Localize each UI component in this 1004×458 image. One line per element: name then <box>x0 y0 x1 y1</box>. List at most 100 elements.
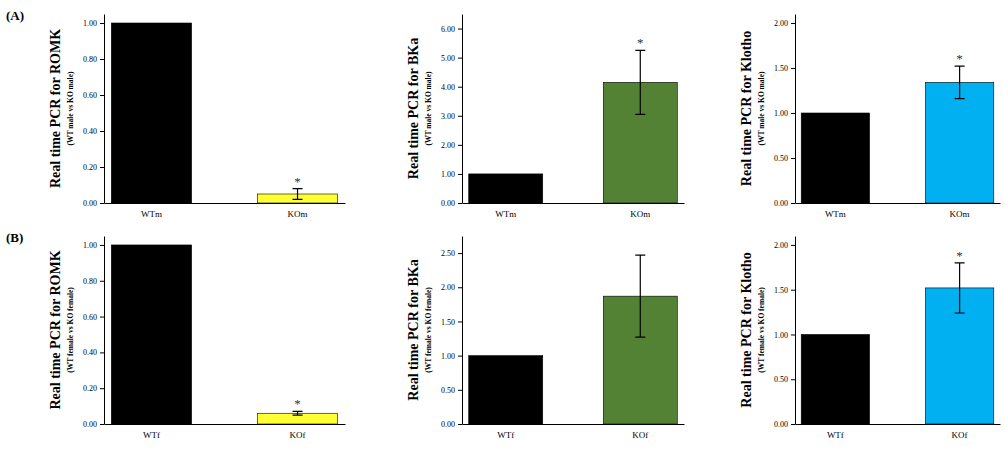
tick-label: KOf <box>952 430 968 440</box>
tick: 1.00 <box>83 19 104 28</box>
y-axis-note: (WT female vs KO female) <box>757 287 766 373</box>
tick-label: 5.00 <box>441 54 455 63</box>
tick: 0.20 <box>83 163 104 172</box>
tick-label: KOf <box>290 430 306 440</box>
y-axis-note: (WT male vs KO male) <box>66 71 75 146</box>
tick-label: 1.00 <box>774 331 788 340</box>
tick: 0.80 <box>83 55 104 64</box>
y-axis: 0.000.200.400.600.801.00 <box>83 15 105 209</box>
tick: 0.00 <box>83 420 104 429</box>
x-axis: WTf KOf <box>463 424 685 440</box>
annotation: * <box>637 35 644 50</box>
tick-label: KOm <box>288 209 308 219</box>
tick-mark <box>100 131 104 132</box>
tick-mark <box>458 174 462 175</box>
tick-label: KOm <box>630 209 650 219</box>
tick-mark <box>458 116 462 117</box>
chart: 0.000.501.001.502.002.50WTfKOfReal time … <box>406 237 685 440</box>
tick-label: 0.20 <box>83 163 97 172</box>
tick: WTf <box>827 424 844 440</box>
tick-label: 0.00 <box>774 420 788 429</box>
tick: WTm <box>495 203 516 219</box>
tick-label: 2.00 <box>441 141 455 150</box>
tick-label: 1.00 <box>774 109 788 118</box>
tick: 1.00 <box>774 109 795 118</box>
bar <box>925 82 993 203</box>
y-axis-title: Real time PCR for BKa <box>406 259 421 400</box>
tick: 2.00 <box>441 283 462 292</box>
tick-label: 0.80 <box>83 55 97 64</box>
axis-line <box>104 237 105 425</box>
tick: KOm <box>630 203 650 219</box>
tick-label: 0.50 <box>774 154 788 163</box>
tick-mark <box>458 356 462 357</box>
tick-mark <box>100 388 104 389</box>
tick-mark <box>791 290 795 291</box>
tick-mark <box>100 23 104 24</box>
tick-label: WTm <box>141 209 162 219</box>
y-axis-note: (WT female vs KO female) <box>424 287 433 373</box>
plot-area <box>469 255 678 424</box>
tick-label: KOf <box>632 430 648 440</box>
plot-area <box>801 66 994 203</box>
tick-label: 2.00 <box>774 241 788 250</box>
tick: 0.00 <box>774 199 795 208</box>
axis-line <box>796 424 1001 425</box>
panel-label: (A) <box>6 8 24 23</box>
bar <box>469 174 543 203</box>
bar <box>111 23 191 203</box>
chart: 0.000.501.001.502.00WTfKOfReal time PCR … <box>739 237 1001 440</box>
chart: 0.000.501.001.502.00WTmKOmReal time PCR … <box>739 15 1001 219</box>
tick: 2.00 <box>774 241 795 250</box>
error-bar <box>955 263 965 313</box>
tick-mark <box>100 95 104 96</box>
axis-line <box>105 203 346 204</box>
x-axis: WTm KOm <box>463 203 685 219</box>
annotation: * <box>956 51 963 66</box>
tick: 2.00 <box>774 19 795 28</box>
tick-label: 0.40 <box>83 348 97 357</box>
y-axis-note: (WT female vs KO female) <box>66 287 75 373</box>
tick-mark <box>458 29 462 30</box>
figure: (A) (B) 0.00 0.20 0.40 0.60 0.80 1.00 WTm KOm Real… <box>0 0 1004 458</box>
tick-mark <box>100 352 104 353</box>
tick-label: 3.00 <box>441 112 455 121</box>
tick-label: 1.50 <box>774 64 788 73</box>
tick: 1.00 <box>441 352 462 361</box>
tick-mark <box>791 379 795 380</box>
tick-mark <box>791 23 795 24</box>
tick: WTf <box>143 424 160 440</box>
tick-label: 1.00 <box>83 19 97 28</box>
y-axis: 0.000.501.001.502.002.50 <box>441 237 463 430</box>
y-axis: 0.00 0.50 1.00 1.50 2.00 <box>774 237 796 430</box>
plot-area <box>111 245 337 424</box>
tick-label: 0.60 <box>83 91 97 100</box>
panel-label: (B) <box>6 230 23 245</box>
tick: 1.50 <box>441 318 462 327</box>
x-axis: WTf KOf <box>796 424 1001 440</box>
tick-mark <box>791 334 795 335</box>
y-axis-title: Real time PCR for Klotho <box>739 31 754 186</box>
tick-mark <box>458 287 462 288</box>
tick: KOm <box>288 203 308 219</box>
tick-label: 0.00 <box>83 199 97 208</box>
tick: 2.50 <box>441 249 462 258</box>
tick: 6.00 <box>441 25 462 34</box>
tick-label: WTm <box>825 209 846 219</box>
axis-line <box>463 203 685 204</box>
tick: 0.50 <box>774 154 795 163</box>
chart: 0.001.002.003.004.005.006.00WTmKOmReal t… <box>406 15 685 219</box>
chart: 0.000.200.400.600.801.00WTfKOfReal time … <box>48 237 346 440</box>
tick-mark <box>100 203 104 204</box>
error-bar <box>293 189 303 200</box>
tick-label: WTf <box>497 430 514 440</box>
tick-mark <box>791 158 795 159</box>
tick: 0.00 <box>83 199 104 208</box>
tick-label: 0.80 <box>83 277 97 286</box>
tick: 3.00 <box>441 112 462 121</box>
tick-mark <box>458 145 462 146</box>
tick-label: 0.00 <box>774 199 788 208</box>
tick-label: 1.50 <box>774 286 788 295</box>
tick-label: 0.50 <box>774 375 788 384</box>
tick-label: 1.50 <box>441 318 455 327</box>
